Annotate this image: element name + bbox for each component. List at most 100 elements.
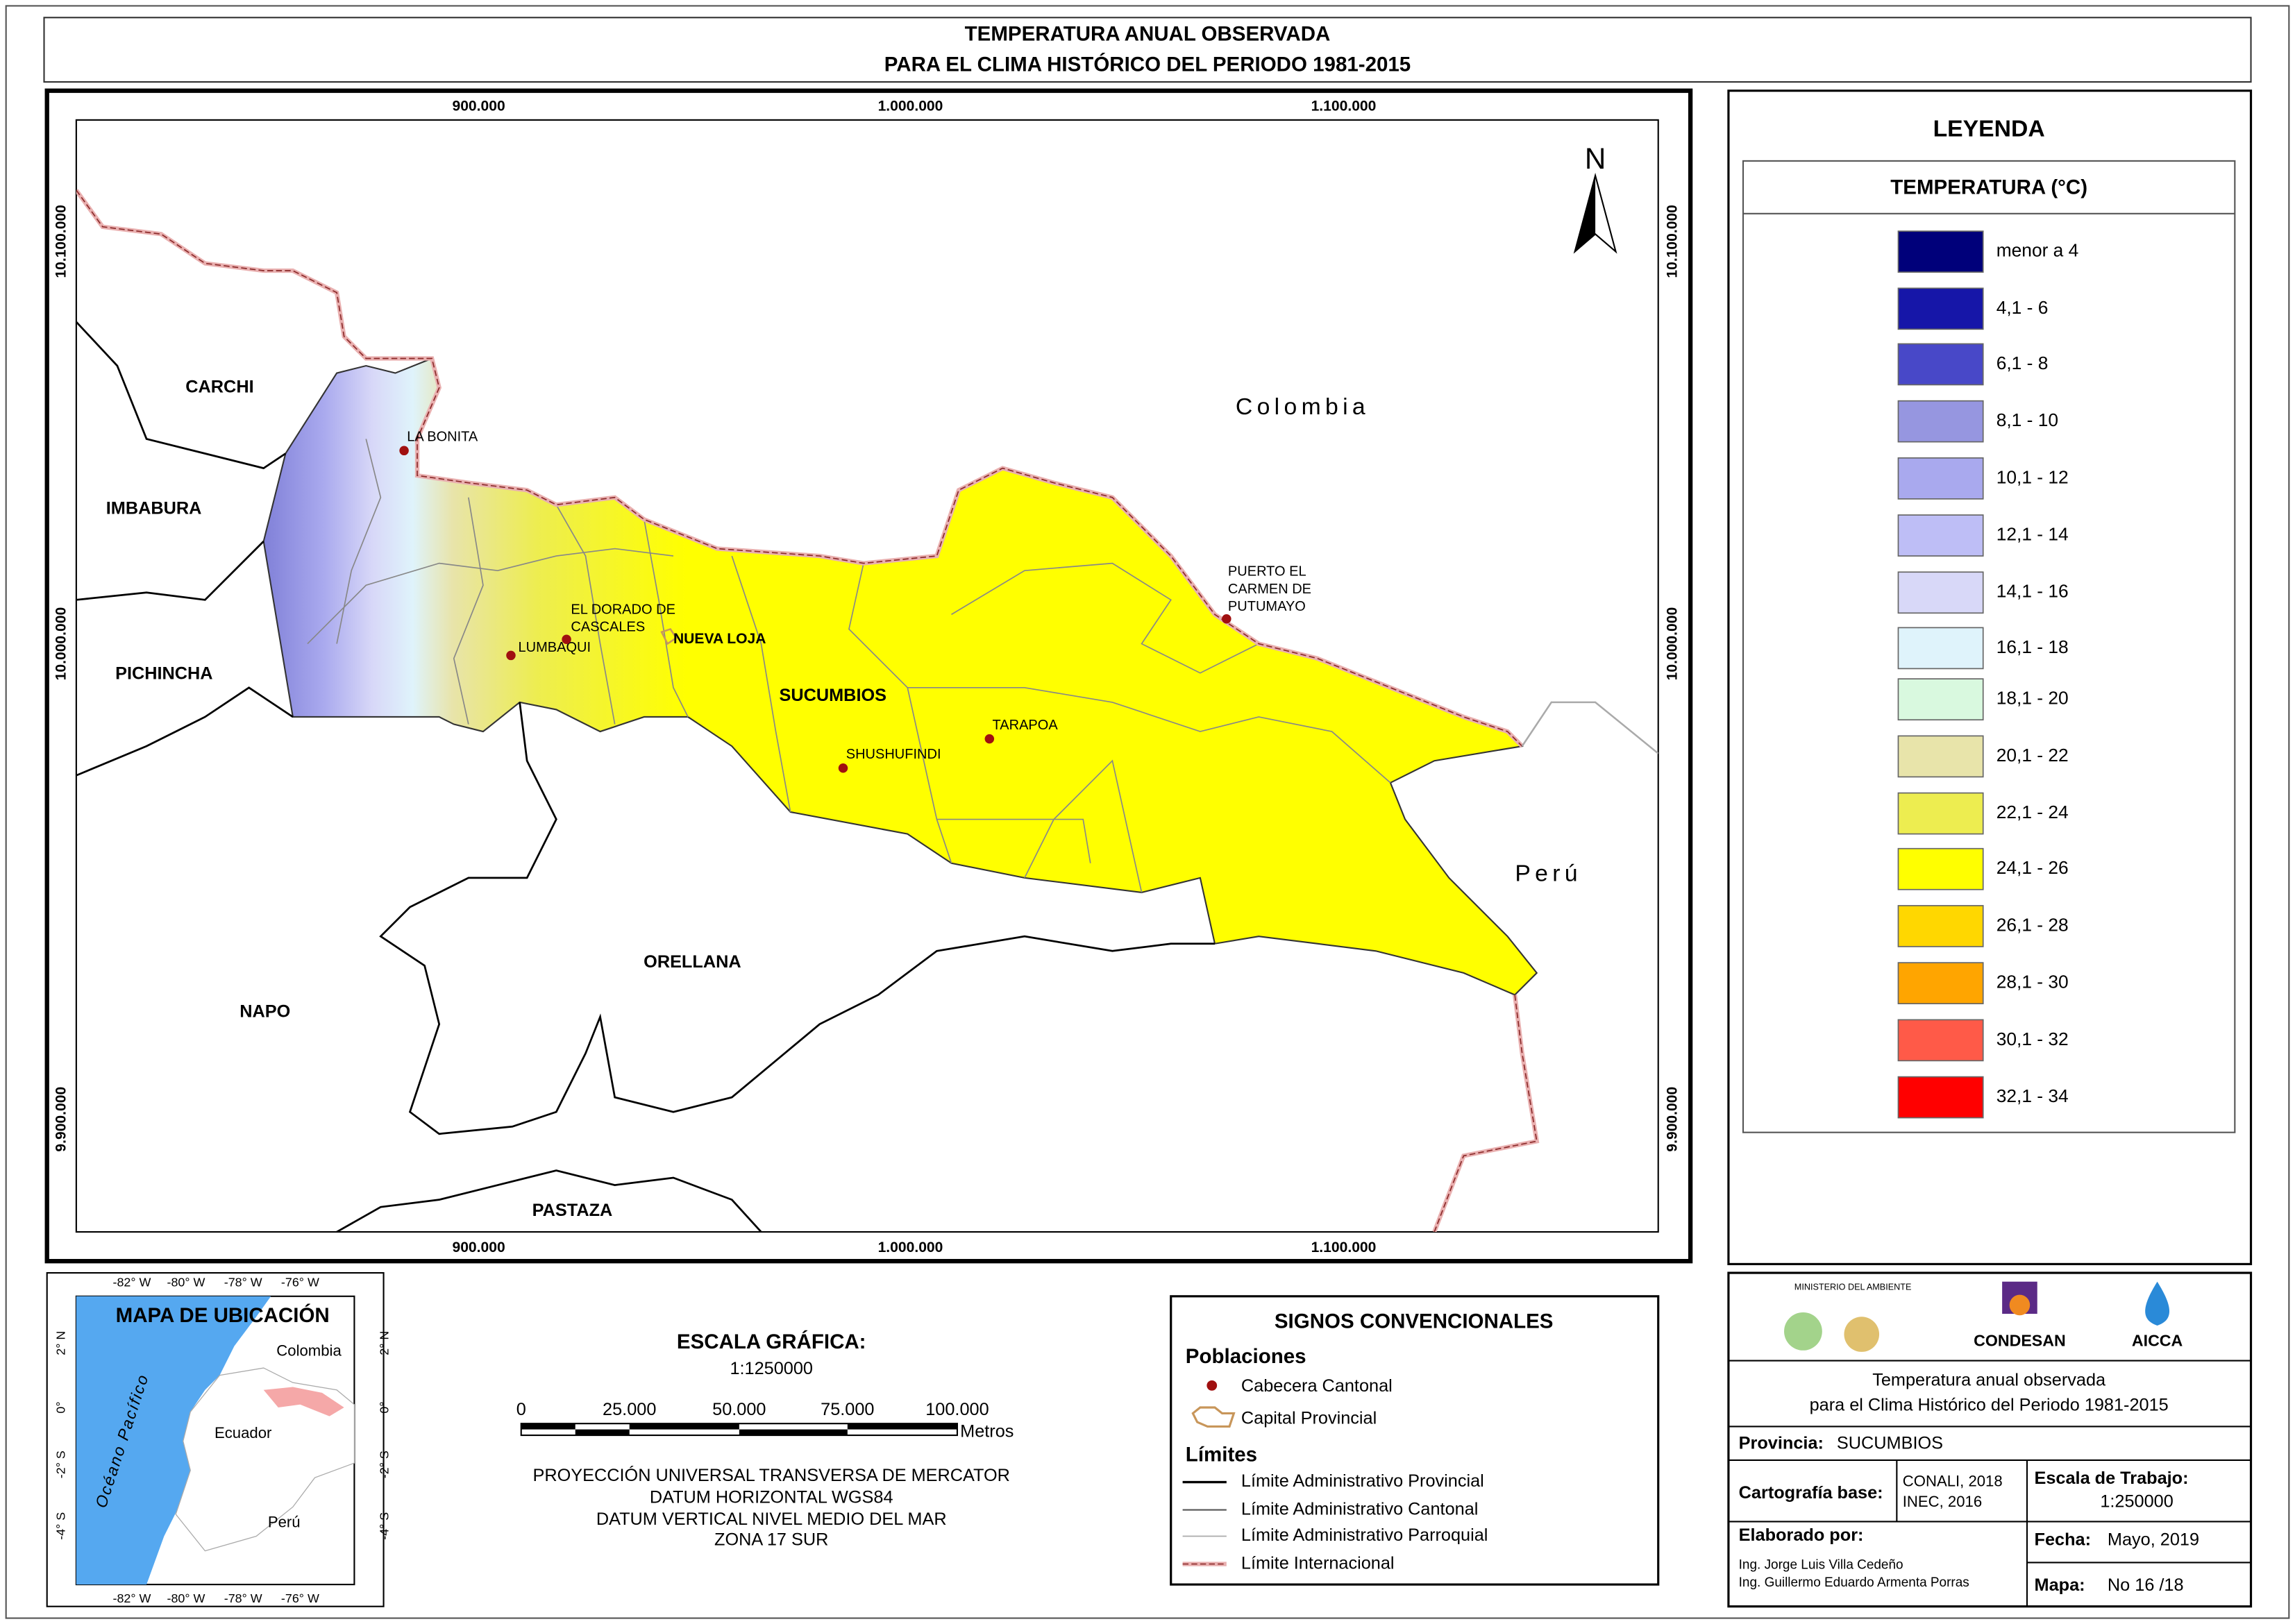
title: TEMPERATURA ANUAL OBSERVADA	[965, 22, 1331, 45]
logos	[1784, 1281, 2170, 1352]
projection-line: ZONA 17 SUR	[714, 1530, 828, 1550]
legend-swatch	[1897, 905, 1984, 947]
legend-swatch	[1897, 962, 1984, 1005]
legend-swatch	[1897, 1076, 1984, 1119]
lon-tick: -82° W	[113, 1591, 151, 1605]
legend-label: 12,1 - 14	[1996, 524, 2069, 545]
legend-label: 8,1 - 10	[1996, 409, 2058, 430]
legend-label: 6,1 - 8	[1996, 353, 2049, 373]
town-label: TARAPOA	[993, 718, 1059, 733]
lat-tick: -2° S	[54, 1450, 68, 1478]
signs-symbols	[1182, 1380, 1236, 1566]
info-value: No 16 /18	[2108, 1575, 2184, 1595]
town-label: CARMEN DE	[1228, 582, 1311, 597]
legend-label: 4,1 - 6	[1996, 297, 2049, 318]
logo-text: CONDESAN	[1974, 1331, 2066, 1349]
lat-tick: 0°	[377, 1401, 391, 1413]
x-coordinate: 1.000.000	[878, 98, 943, 114]
lat-tick: -4° S	[377, 1512, 391, 1540]
lat-tick: 2° N	[377, 1331, 391, 1355]
legend-label: 22,1 - 24	[1996, 802, 2069, 822]
x-coordinate: 1.000.000	[878, 1240, 943, 1255]
town-marker	[1222, 614, 1231, 624]
signs-item: Límite Administrativo Parroquial	[1241, 1525, 1488, 1545]
y-coordinate: 10.000.000	[1664, 607, 1680, 681]
town-marker	[399, 446, 409, 456]
legend-swatch	[1897, 343, 1984, 386]
legend-swatch	[1897, 457, 1984, 500]
legend-swatch	[1897, 1019, 1984, 1062]
province-label: PICHINCHA	[115, 664, 212, 684]
cantonal-lines	[307, 439, 1391, 893]
legend-inner	[1742, 160, 2236, 1133]
y-coordinate: 10.100.000	[1664, 205, 1680, 278]
y-coordinate: 10.000.000	[53, 607, 69, 681]
scale-ratio: 1:1250000	[730, 1359, 813, 1378]
scale-tick: 25.000	[603, 1400, 656, 1419]
lat-tick: -4° S	[54, 1512, 68, 1540]
info-value: 1:250000	[2100, 1492, 2173, 1512]
legend-subtitle: TEMPERATURA (°C)	[1890, 176, 2087, 199]
signs-title: SIGNOS CONVENCIONALES	[1275, 1310, 1554, 1333]
signs-item: Capital Provincial	[1241, 1409, 1377, 1428]
lon-tick: -78° W	[224, 1591, 262, 1605]
y-coordinate: 9.900.000	[1664, 1087, 1680, 1152]
scale-tick: 50.000	[712, 1400, 766, 1419]
province-label: IMBABURA	[106, 498, 202, 518]
lon-tick: -76° W	[281, 1276, 319, 1289]
info-label: Cartografía base:	[1739, 1483, 1883, 1503]
town-marker	[506, 650, 516, 661]
x-coordinate: 900.000	[452, 1240, 505, 1255]
x-coordinate: 900.000	[452, 98, 505, 114]
location-label: Ecuador	[215, 1424, 271, 1441]
north-arrow-fill	[1574, 175, 1596, 252]
scale-title: ESCALA GRÁFICA:	[677, 1330, 866, 1353]
description: Temperatura anual observada	[1872, 1371, 2106, 1390]
logo-text: AICCA	[2132, 1331, 2183, 1349]
lon-tick: -80° W	[167, 1591, 205, 1605]
international-border	[76, 189, 1658, 1233]
scale-tick: 75.000	[821, 1400, 874, 1419]
legend-label: 10,1 - 12	[1996, 466, 2069, 487]
town-label: PUTUMAYO	[1228, 599, 1306, 614]
town-label: SHUSHUFINDI	[846, 747, 941, 762]
signs-heading: Poblaciones	[1186, 1345, 1306, 1368]
town-label: CASCALES	[571, 620, 645, 635]
info-label: Provincia:	[1739, 1433, 1824, 1453]
legend-label: 14,1 - 16	[1996, 581, 2069, 602]
title: PARA EL CLIMA HISTÓRICO DEL PERIODO 1981…	[884, 53, 1411, 76]
location-title: MAPA DE UBICACIÓN	[116, 1303, 330, 1327]
legend-label: 16,1 - 18	[1996, 636, 2069, 657]
info-value: CONALI, 2018	[1903, 1472, 2003, 1489]
location-map	[75, 1295, 355, 1586]
legend-swatch	[1897, 514, 1984, 557]
projection-line: DATUM VERTICAL NIVEL MEDIO DEL MAR	[596, 1509, 947, 1529]
scale-tick: 0	[516, 1400, 526, 1419]
legend-swatch	[1897, 571, 1984, 614]
legend-label: menor a 4	[1996, 240, 2079, 261]
legend-label: 26,1 - 28	[1996, 914, 2069, 935]
signs-frame	[1170, 1295, 1660, 1586]
town-marker	[984, 734, 995, 744]
legend-title: LEYENDA	[1933, 116, 2045, 142]
lon-tick: -78° W	[224, 1276, 262, 1289]
logo-text: MINISTERIO DEL AMBIENTE	[1794, 1282, 1912, 1292]
location-label: Perú	[268, 1513, 301, 1530]
legend-label: 24,1 - 26	[1996, 857, 2069, 878]
lon-tick: -82° W	[113, 1276, 151, 1289]
y-coordinate: 9.900.000	[53, 1087, 69, 1152]
legend-label: 28,1 - 30	[1996, 972, 2069, 992]
capital-marker	[660, 627, 678, 645]
country-label: Colombia	[1236, 394, 1370, 420]
info-value: Mayo, 2019	[2108, 1530, 2199, 1550]
legend-swatch	[1897, 230, 1984, 273]
legend-swatch	[1897, 792, 1984, 835]
town-marker	[562, 634, 571, 644]
description: para el Clima Histórico del Periodo 1981…	[1810, 1396, 2169, 1415]
y-coordinate: 10.100.000	[53, 205, 69, 278]
info-value: SUCUMBIOS	[1837, 1433, 1943, 1453]
scale-unit: Metros	[960, 1422, 1014, 1441]
province-label: ORELLANA	[644, 952, 741, 972]
legend-swatch	[1897, 847, 1984, 890]
